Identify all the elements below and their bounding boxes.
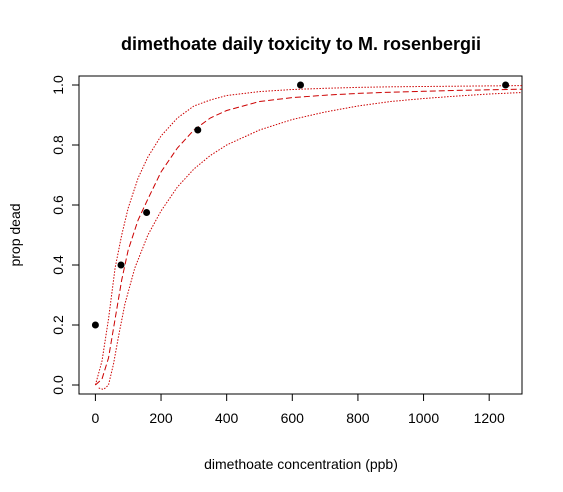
y-tick-label: 1.0 (50, 75, 66, 95)
fit-curves (94, 85, 523, 391)
x-tick-label: 200 (149, 410, 173, 426)
data-point (194, 126, 202, 134)
chart-title: dimethoate daily toxicity to M. rosenber… (121, 34, 481, 54)
x-tick-label: 1000 (408, 410, 439, 426)
data-point (502, 81, 510, 89)
y-tick-label: 0.8 (50, 135, 66, 155)
x-tick-label: 1200 (474, 410, 505, 426)
y-tick-label: 0.2 (50, 315, 66, 335)
y-tick-label: 0.6 (50, 195, 66, 215)
x-axis-label: dimethoate concentration (ppb) (204, 456, 398, 472)
plot-frame (78, 75, 523, 395)
y-tick-label: 0.4 (50, 255, 66, 275)
data-point (143, 209, 151, 216)
data-point (91, 321, 99, 329)
y-axis: 0.0 0.2 0.4 0.6 0.8 1.0 (50, 75, 80, 395)
data-point (297, 81, 304, 89)
x-tick-label: 800 (346, 410, 370, 426)
data-points (91, 81, 510, 329)
y-tick-label: 0.0 (50, 375, 66, 395)
x-tick-label: 600 (281, 410, 305, 426)
confidence-band-2 (98, 92, 523, 391)
fit-curve (95, 88, 523, 386)
y-axis-label: prop dead (7, 203, 23, 266)
x-tick-label: 0 (92, 410, 100, 426)
data-point (117, 261, 125, 269)
confidence-band-1 (94, 85, 523, 386)
x-axis: 0 200 400 600 800 1000 1200 (92, 393, 505, 426)
x-tick-label: 400 (215, 410, 239, 426)
